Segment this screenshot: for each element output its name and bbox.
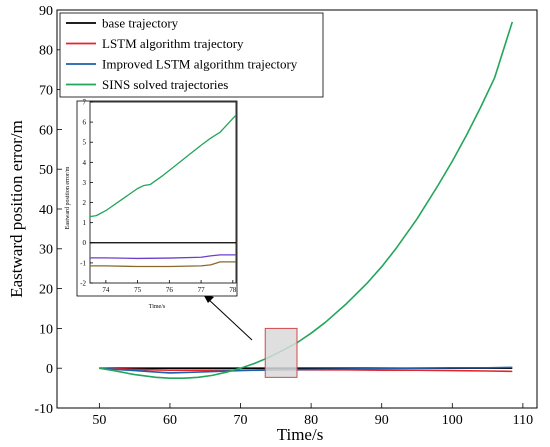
inset-x-axis-label: Time/s: [149, 304, 166, 310]
inset-x-tick-label: 75: [134, 286, 142, 294]
main-x-tick-label: 110: [513, 413, 533, 428]
inset-plot-frame: [89, 101, 237, 284]
inset-y-tick-label: -2: [80, 279, 86, 287]
inset-series-lines: [89, 114, 237, 268]
main-x-tick-label: 50: [92, 413, 106, 428]
inset-series-lstm-algorithm-trajectory: [90, 261, 236, 268]
legend-label: Improved LSTM algorithm trajectory: [102, 57, 298, 72]
main-x-tick-label: 80: [304, 413, 318, 428]
main-y-tick-label: -10: [34, 402, 53, 417]
inset-y-tick-label: 3: [83, 179, 87, 187]
x-axis-label: Time/s: [277, 425, 324, 444]
inset-x-tick-label: 78: [229, 286, 237, 294]
main-y-tick-label: 90: [39, 4, 53, 19]
main-y-tick-label: 30: [39, 243, 53, 258]
main-x-tick-label: 70: [234, 413, 248, 428]
legend-label: LSTM algorithm trajectory: [102, 36, 244, 51]
legend: base trajectory LSTM algorithm trajectory…: [59, 12, 324, 98]
main-y-tick-label: 40: [39, 203, 53, 218]
inset-y-tick-label: 4: [83, 159, 87, 167]
inset-series-sins-solved-trajectories: [89, 114, 237, 218]
inset-y-tick-label: 1: [83, 219, 87, 227]
inset-series-improved-lstm-algorithm-trajectory: [90, 254, 236, 260]
zoom-region-box: [264, 327, 298, 378]
zoom-arrow: [206, 297, 253, 341]
main-y-tick-label: 0: [46, 362, 53, 377]
main-x-tick-label: 100: [442, 413, 463, 428]
main-y-tick-label: 20: [39, 283, 53, 298]
inset-y-tick-label: -1: [80, 259, 86, 267]
inset-x-tick-label: 74: [102, 286, 110, 294]
main-y-tick-label: 70: [39, 84, 53, 99]
inset-axis-ticks: 74 75 76 77 78 -2 -1 0 1 2 3 4 5 6 7: [80, 98, 237, 294]
inset-y-axis-label: Eastward position error/m: [65, 166, 71, 229]
inset-x-tick-label: 77: [198, 286, 206, 294]
inset-y-tick-label: 5: [83, 139, 87, 147]
inset-y-tick-label: 0: [83, 239, 87, 247]
legend-label: base trajectory: [102, 16, 179, 31]
main-y-tick-label: 60: [39, 123, 53, 138]
legend-label: SINS solved trajectories: [102, 77, 228, 92]
main-y-tick-label: 10: [39, 322, 53, 337]
y-axis-label: Eastward position error/m: [7, 120, 26, 298]
inset-y-tick-label: 7: [83, 98, 87, 106]
legend-frame: [59, 12, 324, 98]
main-x-tick-label: 90: [375, 413, 389, 428]
main-x-tick-label: 60: [163, 413, 177, 428]
inset-background: [76, 100, 238, 297]
main-series-improved-lstm-algorithm-trajectory: [99, 366, 513, 374]
inset-y-tick-label: 6: [83, 119, 87, 127]
main-y-tick-label: 50: [39, 163, 53, 178]
main-y-tick-label: 80: [39, 44, 53, 59]
inset-x-tick-label: 76: [166, 286, 174, 294]
inset-y-tick-label: 2: [83, 199, 87, 207]
